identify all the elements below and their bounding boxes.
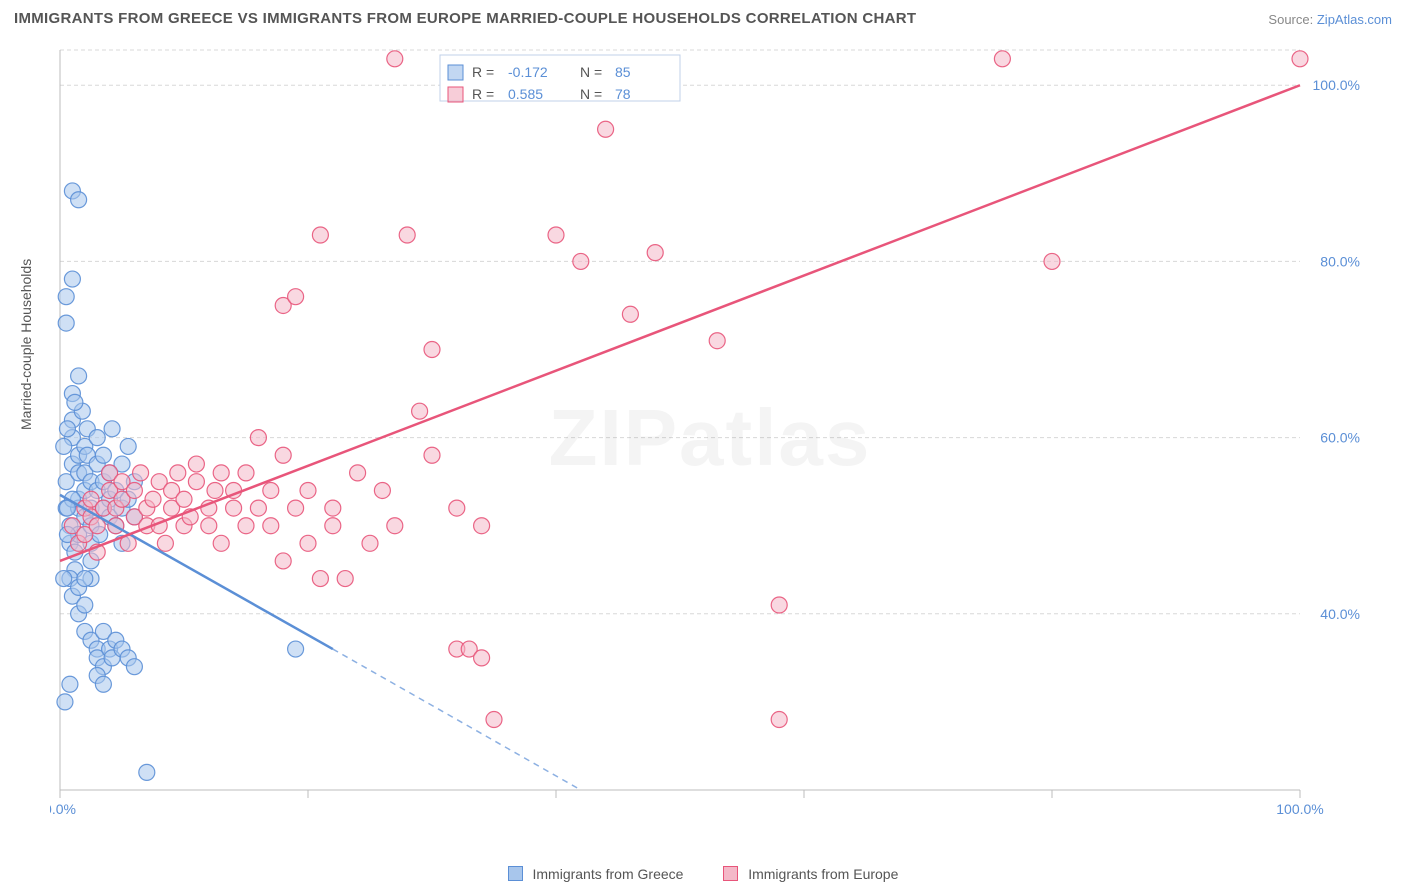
svg-text:-0.172: -0.172 [508,64,548,80]
svg-text:100.0%: 100.0% [1276,801,1323,817]
chart-header: IMMIGRANTS FROM GREECE VS IMMIGRANTS FRO… [14,10,1392,36]
legend-swatch-greece [508,866,523,881]
svg-text:80.0%: 80.0% [1320,253,1360,269]
source-attribution: Source: ZipAtlas.com [1268,12,1392,27]
svg-text:R =: R = [472,86,494,102]
scatter-plot-svg: 40.0% 60.0% 80.0% 100.0% 0.0% 100.0% R = -0.172… [50,45,1370,830]
legend-item-europe: Immigrants from Europe [723,866,898,882]
svg-text:N =: N = [580,86,602,102]
legend-label-greece: Immigrants from Greece [533,866,684,882]
plot-area: ZIPatlas 40.0%60.0%80.0%100.0%0.0%100.0%… [50,45,1370,830]
svg-text:40.0%: 40.0% [1320,606,1360,622]
y-axis-label: Married-couple Households [18,259,34,430]
legend-label-europe: Immigrants from Europe [748,866,898,882]
legend-item-greece: Immigrants from Greece [508,866,684,882]
svg-text:78: 78 [615,86,631,102]
svg-text:0.585: 0.585 [508,86,543,102]
bottom-legend: Immigrants from Greece Immigrants from E… [0,866,1406,882]
svg-text:100.0%: 100.0% [1313,77,1360,93]
svg-text:N =: N = [580,64,602,80]
svg-text:0.0%: 0.0% [50,801,76,817]
source-value: ZipAtlas.com [1317,12,1392,27]
chart-title: IMMIGRANTS FROM GREECE VS IMMIGRANTS FRO… [14,10,916,27]
source-label: Source: [1268,12,1313,27]
svg-text:R =: R = [472,64,494,80]
legend-swatch-europe [723,866,738,881]
svg-text:60.0%: 60.0% [1320,430,1360,446]
svg-text:85: 85 [615,64,631,80]
